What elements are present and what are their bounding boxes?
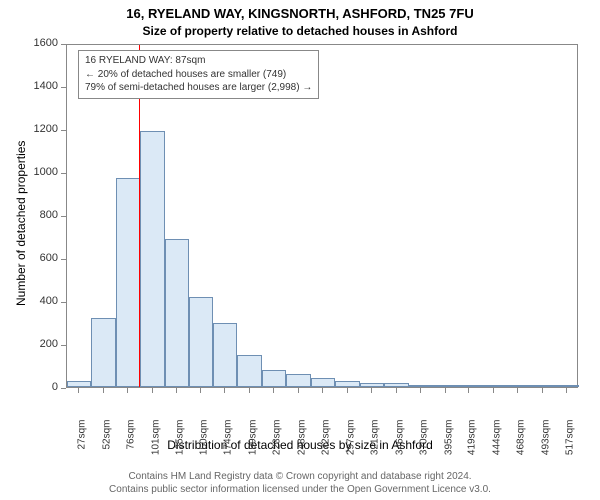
x-tick bbox=[420, 388, 421, 393]
y-tick-label: 1000 bbox=[26, 166, 58, 178]
histogram-bar bbox=[311, 378, 335, 387]
histogram-bar bbox=[286, 374, 311, 387]
x-tick bbox=[371, 388, 372, 393]
x-tick bbox=[298, 388, 299, 393]
y-tick bbox=[61, 173, 66, 174]
y-tick-label: 800 bbox=[26, 209, 58, 221]
x-tick-label: 346sqm bbox=[394, 420, 405, 460]
histogram-bar bbox=[335, 381, 360, 387]
histogram-bar bbox=[555, 385, 579, 387]
x-tick-label: 223sqm bbox=[272, 420, 283, 460]
y-tick bbox=[61, 302, 66, 303]
x-tick-label: 27sqm bbox=[76, 420, 87, 460]
x-tick-label: 444sqm bbox=[492, 420, 503, 460]
y-tick bbox=[61, 130, 66, 131]
x-tick-label: 370sqm bbox=[418, 420, 429, 460]
x-tick-label: 517sqm bbox=[565, 420, 576, 460]
y-tick-label: 0 bbox=[26, 381, 58, 393]
annotation-line-smaller: ← 20% of detached houses are smaller (74… bbox=[85, 68, 312, 82]
annotation-line-subject: 16 RYELAND WAY: 87sqm bbox=[85, 54, 312, 68]
x-tick-label: 248sqm bbox=[297, 420, 308, 460]
y-tick-label: 1200 bbox=[26, 123, 58, 135]
histogram-bar bbox=[530, 385, 555, 387]
x-tick bbox=[322, 388, 323, 393]
histogram-bar bbox=[457, 385, 481, 387]
y-tick bbox=[61, 259, 66, 260]
y-tick bbox=[61, 87, 66, 88]
x-tick-label: 297sqm bbox=[345, 420, 356, 460]
x-tick-label: 468sqm bbox=[516, 420, 527, 460]
x-tick bbox=[249, 388, 250, 393]
x-tick bbox=[103, 388, 104, 393]
x-tick bbox=[152, 388, 153, 393]
x-tick bbox=[445, 388, 446, 393]
histogram-bar bbox=[262, 370, 286, 387]
x-tick-label: 272sqm bbox=[321, 420, 332, 460]
x-tick bbox=[78, 388, 79, 393]
chart-title-address: 16, RYELAND WAY, KINGSNORTH, ASHFORD, TN… bbox=[0, 6, 600, 21]
histogram-bar bbox=[116, 178, 140, 387]
y-tick bbox=[61, 388, 66, 389]
histogram-bar bbox=[91, 318, 116, 387]
y-tick-label: 200 bbox=[26, 338, 58, 350]
histogram-bar bbox=[213, 323, 237, 388]
y-tick bbox=[61, 216, 66, 217]
chart-container: { "title_line1": "16, RYELAND WAY, KINGS… bbox=[0, 0, 600, 500]
histogram-bar bbox=[140, 131, 165, 387]
histogram-bar bbox=[409, 385, 433, 387]
x-tick bbox=[200, 388, 201, 393]
x-tick bbox=[127, 388, 128, 393]
x-tick-label: 52sqm bbox=[101, 420, 112, 460]
histogram-bar bbox=[384, 383, 409, 387]
histogram-bar bbox=[481, 385, 506, 387]
y-tick bbox=[61, 44, 66, 45]
x-tick-label: 199sqm bbox=[248, 420, 259, 460]
x-tick bbox=[566, 388, 567, 393]
x-tick bbox=[542, 388, 543, 393]
histogram-bar bbox=[360, 383, 384, 387]
y-tick-label: 600 bbox=[26, 252, 58, 264]
x-tick-label: 395sqm bbox=[443, 420, 454, 460]
x-tick-label: 101sqm bbox=[150, 420, 161, 460]
x-tick-label: 76sqm bbox=[125, 420, 136, 460]
footer-licence: Contains public sector information licen… bbox=[0, 484, 600, 495]
histogram-bar bbox=[237, 355, 262, 387]
histogram-bar bbox=[189, 297, 214, 387]
x-tick-label: 150sqm bbox=[199, 420, 210, 460]
annotation-line-larger: 79% of semi-detached houses are larger (… bbox=[85, 81, 312, 95]
histogram-bar bbox=[506, 385, 530, 387]
histogram-bar bbox=[67, 381, 91, 387]
x-tick bbox=[273, 388, 274, 393]
x-tick bbox=[347, 388, 348, 393]
x-tick-label: 125sqm bbox=[174, 420, 185, 460]
x-tick bbox=[468, 388, 469, 393]
y-tick-label: 1400 bbox=[26, 80, 58, 92]
chart-title-description: Size of property relative to detached ho… bbox=[0, 24, 600, 38]
y-tick-label: 1600 bbox=[26, 37, 58, 49]
y-tick-label: 400 bbox=[26, 295, 58, 307]
histogram-bar bbox=[433, 385, 458, 387]
x-tick-label: 493sqm bbox=[541, 420, 552, 460]
annotation-box: 16 RYELAND WAY: 87sqm ← 20% of detached … bbox=[78, 50, 319, 99]
histogram-bar bbox=[165, 239, 189, 387]
x-tick-label: 174sqm bbox=[223, 420, 234, 460]
x-tick bbox=[493, 388, 494, 393]
x-tick-label: 321sqm bbox=[369, 420, 380, 460]
x-tick-label: 419sqm bbox=[467, 420, 478, 460]
y-tick bbox=[61, 345, 66, 346]
x-tick bbox=[517, 388, 518, 393]
x-tick bbox=[396, 388, 397, 393]
x-tick bbox=[224, 388, 225, 393]
x-tick bbox=[176, 388, 177, 393]
footer-copyright: Contains HM Land Registry data © Crown c… bbox=[0, 471, 600, 482]
